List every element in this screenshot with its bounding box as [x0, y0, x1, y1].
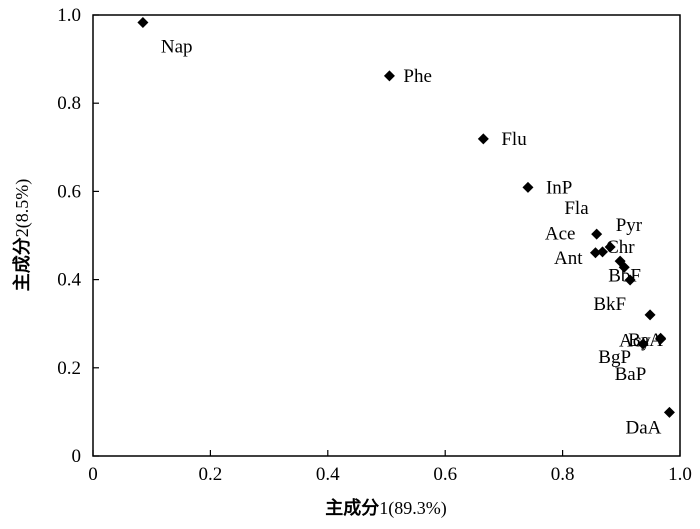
point-marker-fla — [591, 228, 603, 240]
y-tick-label: 1.0 — [57, 5, 81, 26]
point-label-bgp: BgP — [598, 347, 631, 368]
y-tick-label: 0.4 — [57, 270, 81, 291]
point-marker-bbf — [618, 261, 630, 273]
point-marker-ant — [597, 246, 609, 258]
point-marker-baa — [644, 309, 656, 321]
point-marker-pyr — [604, 241, 616, 253]
point-label-nap: Nap — [161, 36, 193, 57]
point-label-bkf: BkF — [593, 294, 626, 315]
point-label-fla: Fla — [564, 198, 589, 219]
data-points — [137, 16, 675, 418]
y-axis-title: 主成分2(8.5%) — [11, 179, 33, 291]
point-marker-phe — [383, 70, 395, 82]
y-tick-label: 0.6 — [57, 181, 81, 202]
point-marker-bap — [655, 333, 667, 345]
point-marker-ace — [589, 247, 601, 259]
point-label-inp: InP — [546, 177, 572, 198]
point-marker-flu — [477, 133, 489, 145]
point-label-baa: BaA — [628, 330, 663, 351]
point-label-bap: BaP — [615, 364, 647, 385]
x-tick-label: 0.8 — [551, 464, 575, 485]
x-tick-label: 0.2 — [199, 464, 223, 485]
point-labels: NapPheFluInPFlaPyrAceAntChrBbFBkFBaAAcyB… — [161, 36, 663, 438]
x-tick-label: 1.0 — [668, 464, 692, 485]
point-marker-nap — [137, 16, 149, 28]
point-marker-bkf — [624, 274, 636, 286]
point-marker-inp — [522, 181, 534, 193]
point-marker-daa — [663, 406, 675, 418]
point-label-bbf: BbF — [608, 265, 641, 286]
y-axis-ticks: 0 0.2 0.4 0.6 0.8 1.0 — [57, 5, 99, 467]
point-label-acy: Acy — [619, 330, 651, 351]
x-axis-title: 主成分1(89.3%) — [325, 497, 446, 519]
point-label-daa: DaA — [626, 417, 662, 438]
point-label-phe: Phe — [403, 66, 432, 87]
x-tick-label: 0.4 — [316, 464, 340, 485]
x-tick-label: 0.6 — [433, 464, 457, 485]
point-label-flu: Flu — [501, 129, 527, 150]
plot-frame — [92, 14, 681, 457]
point-marker-bgp — [637, 338, 649, 350]
y-tick-label: 0 — [72, 446, 82, 467]
point-label-ace: Ace — [545, 224, 576, 245]
y-tick-label: 0.8 — [57, 93, 81, 114]
point-label-ant: Ant — [554, 248, 583, 269]
point-label-pyr: Pyr — [616, 215, 643, 236]
x-axis-ticks: 0 0.2 0.4 0.6 0.8 1.0 — [88, 450, 692, 485]
point-label-chr: Chr — [606, 237, 635, 258]
x-tick-label: 0 — [88, 464, 98, 485]
y-tick-label: 0.2 — [57, 358, 81, 379]
